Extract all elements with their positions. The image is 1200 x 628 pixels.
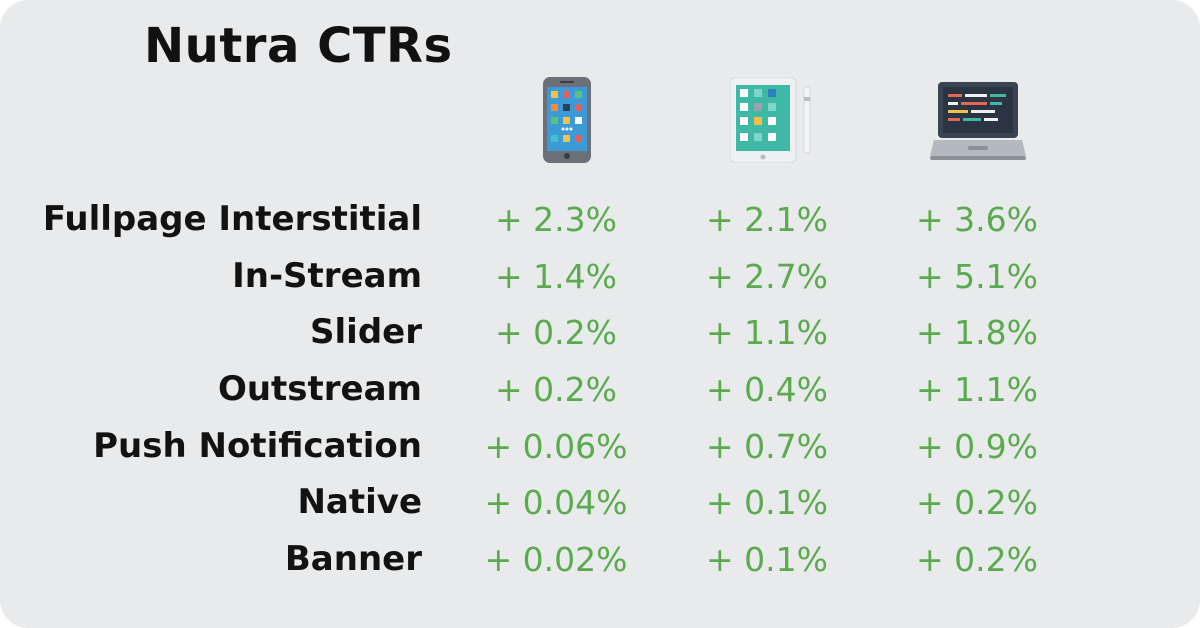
ctr-value-cell: + 2.7% bbox=[706, 257, 828, 296]
ctr-value-cell: + 0.9% bbox=[916, 427, 1038, 466]
row-label: Outstream bbox=[217, 369, 422, 409]
ctr-value-cell: + 1.4% bbox=[495, 257, 617, 296]
ctr-value-cell: + 1.1% bbox=[916, 370, 1038, 409]
ctr-value-cell: + 0.1% bbox=[706, 483, 828, 522]
row-label: Slider bbox=[310, 312, 422, 352]
ctr-value-cell: + 0.4% bbox=[706, 370, 828, 409]
row-label: Fullpage Interstitial bbox=[42, 199, 422, 239]
ctr-value-cell: + 0.2% bbox=[495, 313, 617, 352]
smartphone-icon bbox=[543, 77, 591, 168]
ctr-value-cell: + 2.3% bbox=[495, 200, 617, 239]
ctr-value-cell: + 3.6% bbox=[916, 200, 1038, 239]
laptop-icon bbox=[930, 82, 1026, 167]
ctr-value-cell: + 1.1% bbox=[706, 313, 828, 352]
ctr-value-cell: + 0.04% bbox=[484, 483, 628, 522]
ctr-value-cell: + 5.1% bbox=[916, 257, 1038, 296]
row-label: In-Stream bbox=[232, 256, 422, 296]
ctr-value-cell: + 0.06% bbox=[484, 427, 628, 466]
ctr-value-cell: + 0.2% bbox=[916, 483, 1038, 522]
ctr-value-cell: + 0.2% bbox=[495, 370, 617, 409]
row-label: Banner bbox=[284, 539, 422, 579]
row-label: Native bbox=[297, 482, 422, 522]
ctr-value-cell: + 0.7% bbox=[706, 427, 828, 466]
ctr-value-cell: + 0.1% bbox=[706, 540, 828, 579]
row-label: Push Notification bbox=[93, 426, 422, 466]
chart-title: Nutra CTRs bbox=[144, 18, 453, 74]
tablet-icon bbox=[729, 76, 814, 168]
ctr-value-cell: + 0.2% bbox=[916, 540, 1038, 579]
ctr-value-cell: + 1.8% bbox=[916, 313, 1038, 352]
ctr-value-cell: + 2.1% bbox=[706, 200, 828, 239]
ctr-value-cell: + 0.02% bbox=[484, 540, 628, 579]
